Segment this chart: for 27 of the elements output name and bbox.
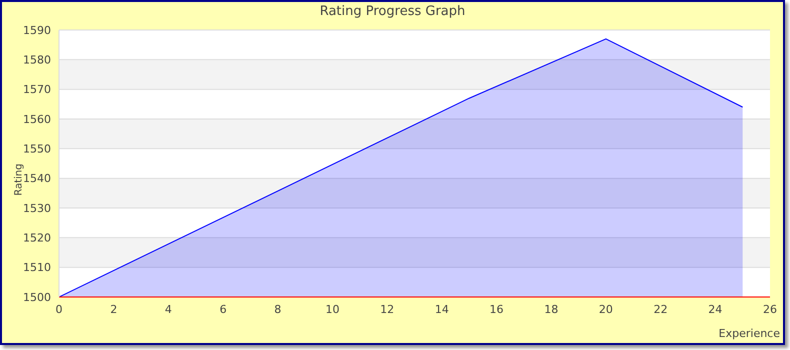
x-tick-label: 22 xyxy=(654,302,668,316)
y-tick-label: 1560 xyxy=(23,112,51,126)
x-tick-label: 8 xyxy=(274,302,282,316)
x-tick-label: 0 xyxy=(56,302,62,316)
x-tick-label: 24 xyxy=(708,302,722,316)
x-tick-label: 4 xyxy=(164,302,172,316)
x-tick-label: 6 xyxy=(220,302,227,316)
x-tick-label: 26 xyxy=(763,302,777,316)
y-tick-label: 1570 xyxy=(23,83,51,96)
chart-title: Rating Progress Graph xyxy=(318,4,466,19)
x-tick-label: 10 xyxy=(325,302,340,316)
x-tick-label: 16 xyxy=(490,302,504,316)
x-axis-title: Experience xyxy=(718,327,780,340)
y-tick-label: 1500 xyxy=(23,290,51,304)
y-axis-title: Rating xyxy=(14,164,25,196)
x-tick-label: 12 xyxy=(380,302,394,316)
y-tick-label: 1540 xyxy=(23,172,51,186)
y-tick-label: 1580 xyxy=(23,54,51,67)
x-tick-label: 14 xyxy=(434,302,449,316)
y-tick-label: 1530 xyxy=(23,202,51,215)
x-tick-label: 18 xyxy=(544,302,558,316)
y-tick-label: 1590 xyxy=(23,24,51,37)
y-tick-label: 1510 xyxy=(23,261,51,274)
y-tick-label: 1550 xyxy=(23,142,51,156)
x-tick-label: 20 xyxy=(598,302,613,316)
y-tick-label: 1520 xyxy=(23,232,51,245)
x-tick-label: 2 xyxy=(110,302,118,316)
